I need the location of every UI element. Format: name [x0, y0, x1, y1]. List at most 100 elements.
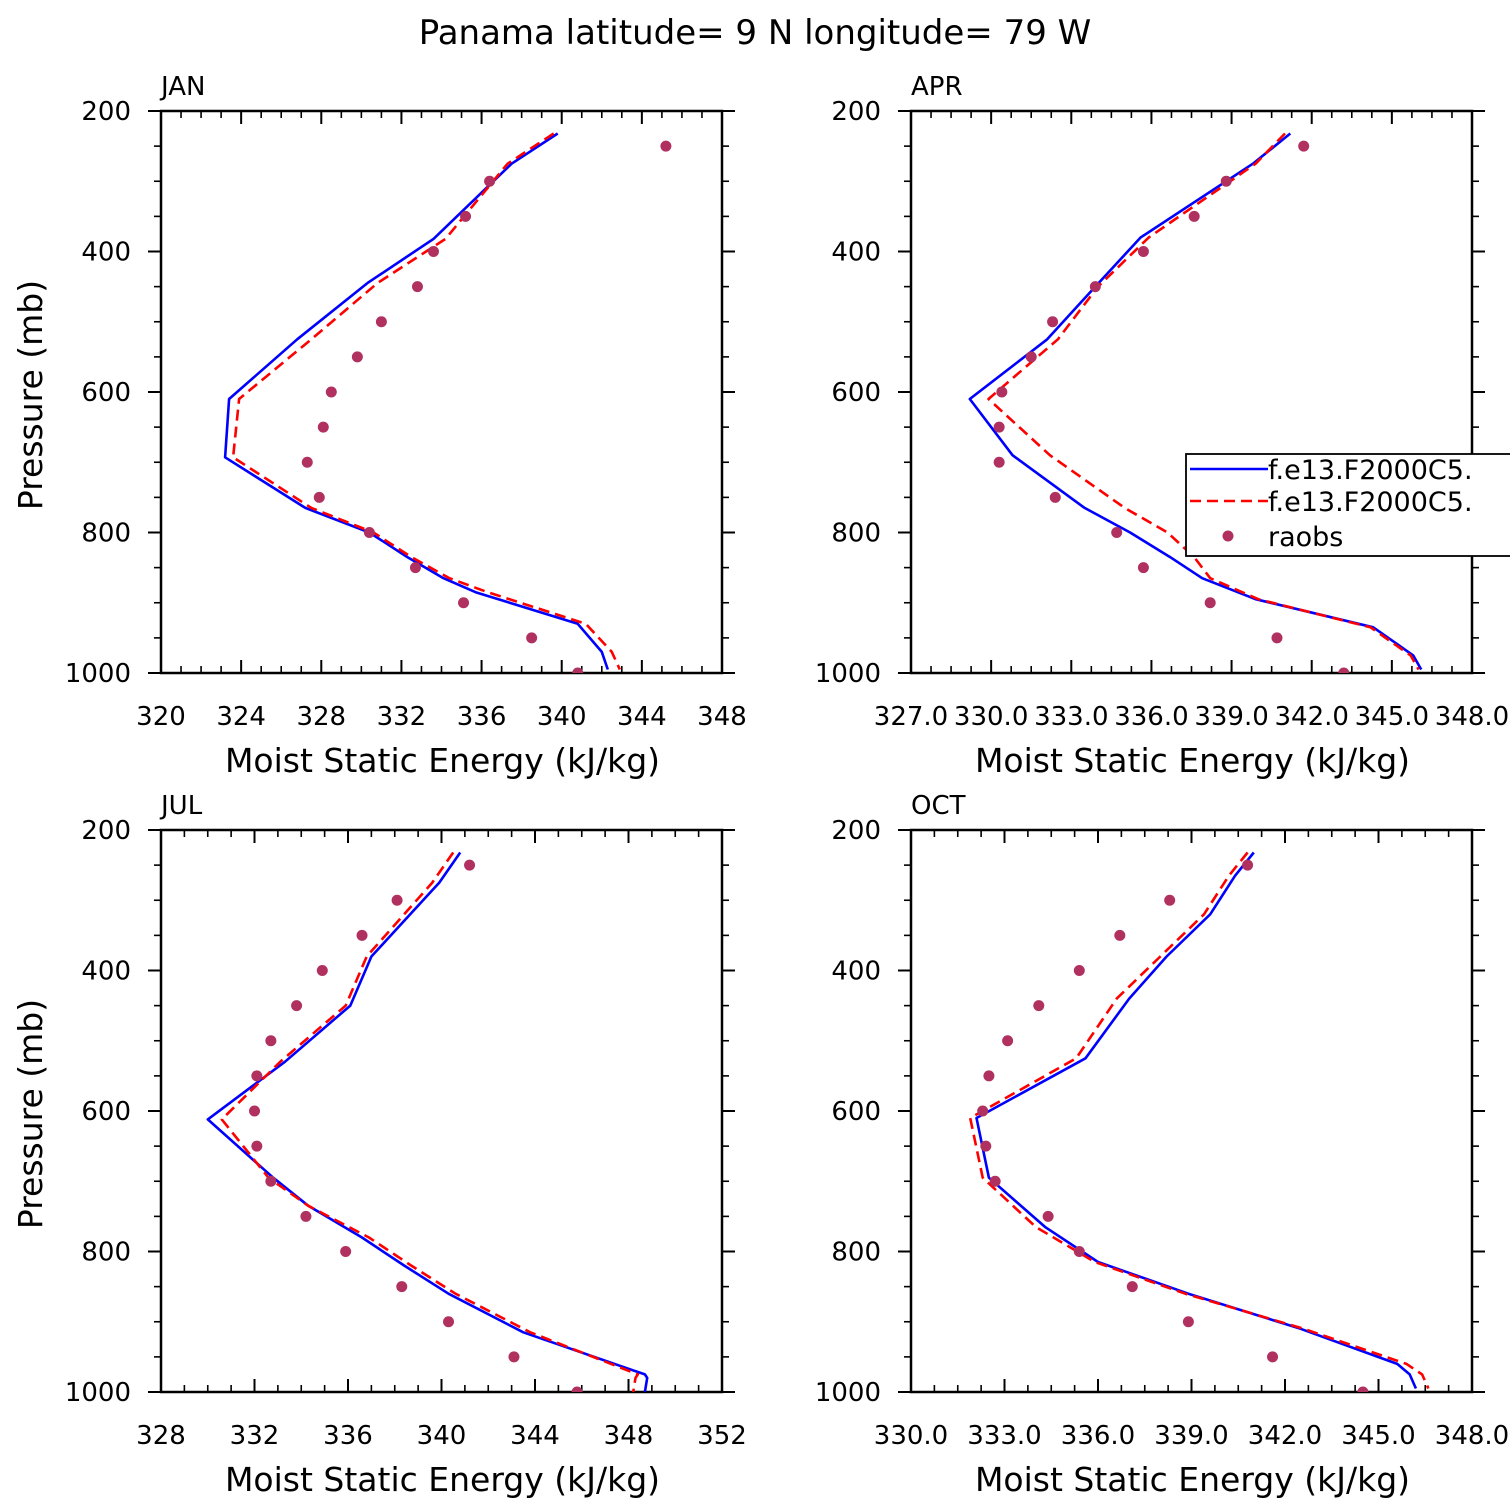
raobs-point — [993, 456, 1005, 468]
legend-label: raobs — [1268, 522, 1343, 553]
x-tick-label: 320 — [136, 702, 186, 732]
y-tick-label: 800 — [81, 1238, 131, 1268]
y-tick-label: 800 — [831, 519, 881, 549]
raobs-point — [1114, 929, 1126, 941]
panel-oct: 330.0 333.0 336.0 339.0 342.0 345.0 348.0 200 40… — [815, 791, 1509, 1499]
y-tick-label: 200 — [831, 97, 881, 127]
y-tick-label: 600 — [81, 378, 131, 408]
raobs-point — [1002, 1035, 1014, 1047]
x-tick-label: 345.0 — [1355, 702, 1429, 732]
plot-frame — [909, 828, 1474, 1394]
raobs-point — [1298, 140, 1310, 152]
raobs-point — [1042, 1210, 1054, 1222]
x-tick-label: 348 — [697, 702, 747, 732]
raobs-point — [396, 1281, 408, 1293]
x-tick-label: 339.0 — [1194, 702, 1268, 732]
raobs-point — [458, 597, 470, 609]
raobs-point — [301, 456, 313, 468]
x-tick-label: 336.0 — [1114, 702, 1188, 732]
raobs-point — [572, 667, 584, 673]
plot-frame — [909, 109, 1474, 675]
legend: f.e13.F2000C5.f.e13.F2000C5. raobs — [1185, 453, 1510, 557]
raobs-point — [977, 1105, 989, 1117]
model-line-dashed — [231, 132, 621, 671]
raobs-point — [375, 316, 387, 328]
raobs-point — [427, 246, 439, 257]
raobs-point — [340, 1246, 352, 1257]
raobs-point — [317, 421, 329, 433]
raobs-point — [443, 1316, 455, 1328]
x-tick-label: 344 — [617, 702, 667, 732]
raobs-point — [1111, 527, 1123, 538]
x-tick-label: 332 — [230, 1421, 280, 1451]
raobs-point — [1047, 316, 1059, 328]
raobs-point — [363, 527, 375, 538]
legend-box — [1185, 453, 1510, 557]
raobs-point — [300, 1210, 312, 1222]
model-line-solid — [975, 851, 1418, 1390]
raobs-point — [1073, 1246, 1085, 1257]
y-tick-label: 800 — [831, 1238, 881, 1268]
x-tick-label: 336 — [323, 1421, 373, 1451]
x-tick-label: 330.0 — [954, 702, 1028, 732]
x-axis-label: Moist Static Energy (kJ/kg) — [225, 1460, 660, 1499]
raobs-point — [526, 632, 538, 644]
x-tick-label: 340 — [417, 1421, 467, 1451]
x-tick-label: 328 — [136, 1421, 186, 1451]
y-tick-label: 400 — [831, 957, 881, 987]
raobs-point — [1357, 1386, 1369, 1392]
raobs-point — [660, 140, 672, 152]
panel-label: APR — [911, 72, 963, 102]
y-tick-label: 600 — [831, 1097, 881, 1127]
x-tick-label: 324 — [216, 702, 266, 732]
raobs-point — [1049, 491, 1061, 503]
raobs-point — [1338, 667, 1350, 673]
model-line-dashed — [987, 132, 1420, 671]
y-tick-label: 1000 — [65, 1378, 131, 1408]
model-line-solid — [206, 851, 649, 1392]
raobs-point — [411, 281, 423, 293]
y-tick-label: 400 — [81, 957, 131, 987]
raobs-point — [316, 965, 328, 976]
x-tick-label: 348 — [604, 1421, 654, 1451]
x-tick-label: 327.0 — [874, 702, 948, 732]
raobs-point — [409, 562, 421, 574]
y-tick-label: 400 — [81, 238, 131, 268]
y-tick-label: 600 — [81, 1097, 131, 1127]
y-axis-label: Pressure (mb) — [11, 280, 50, 510]
plot-frame — [159, 109, 724, 675]
legend-label: f.e13.F2000C5. — [1268, 455, 1473, 486]
raobs-point — [313, 491, 325, 503]
raobs-point — [1271, 632, 1283, 644]
x-tick-label: 348.0 — [1435, 702, 1509, 732]
raobs-point — [265, 1035, 277, 1047]
y-tick-label: 1000 — [65, 659, 131, 689]
model-line-dashed — [220, 851, 640, 1392]
raobs-point — [1164, 894, 1176, 906]
raobs-point — [460, 210, 472, 222]
raobs-point — [1137, 246, 1149, 257]
x-tick-label: 333.0 — [967, 1421, 1041, 1451]
raobs-point — [356, 929, 368, 941]
raobs-point — [1089, 281, 1101, 293]
x-tick-label: 336.0 — [1061, 1421, 1135, 1451]
raobs-point — [1025, 351, 1037, 363]
x-tick-label: 352 — [697, 1421, 747, 1451]
raobs-point — [251, 1070, 263, 1082]
raobs-point — [1188, 210, 1200, 222]
legend-label: f.e13.F2000C5. — [1268, 487, 1473, 518]
x-tick-label: 342.0 — [1274, 702, 1348, 732]
figure-title: Panama latitude= 9 N longitude= 79 W — [419, 13, 1092, 53]
panel-label: JAN — [159, 72, 205, 102]
raobs-point — [484, 175, 496, 187]
raobs-point — [251, 1140, 263, 1152]
x-tick-label: 348.0 — [1435, 1421, 1509, 1451]
raobs-point — [1033, 1000, 1045, 1012]
x-tick-label: 328 — [296, 702, 346, 732]
raobs-point — [265, 1175, 277, 1187]
raobs-point — [249, 1105, 260, 1117]
x-tick-label: 332 — [377, 702, 427, 732]
model-line-solid — [223, 132, 610, 670]
raobs-point — [391, 894, 403, 906]
